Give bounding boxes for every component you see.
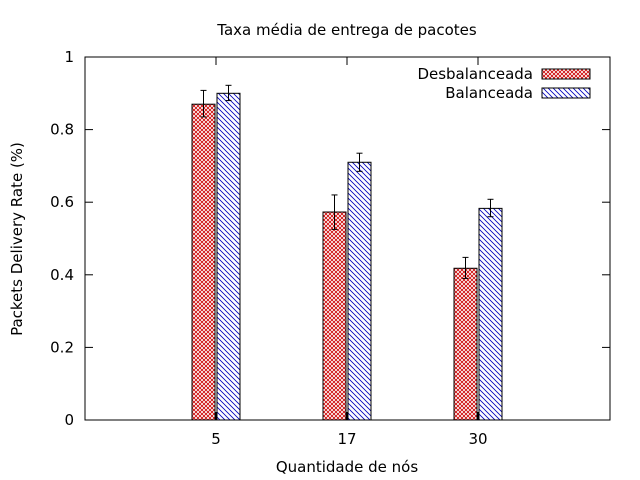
y-tick-label: 1 [64,48,74,66]
bar-1 [347,161,372,421]
y-tick-label: 0 [64,411,74,429]
bar-1 [478,207,503,421]
y-axis-label: Packets Delivery Rate (%) [8,142,26,336]
y-tick-label: 0.6 [50,193,74,211]
legend-swatch [541,68,591,80]
x-tick-label: 30 [468,430,487,448]
x-axis-label: Quantidade de nós [276,458,418,476]
y-tick-label: 0.8 [50,121,74,139]
bar-0 [453,267,478,421]
x-tick-label: 5 [211,430,221,448]
legend-label: Balanceada [445,84,533,102]
x-tick-label: 17 [337,430,356,448]
chart-title: Taxa média de entrega de pacotes [216,21,477,39]
bar-0 [191,103,216,421]
legend-swatch [541,87,591,99]
bar-1 [216,92,241,421]
bar-0 [322,211,347,421]
legend-label: Desbalanceada [417,65,533,83]
y-tick-label: 0.4 [50,266,74,284]
y-tick-label: 0.2 [50,338,74,356]
